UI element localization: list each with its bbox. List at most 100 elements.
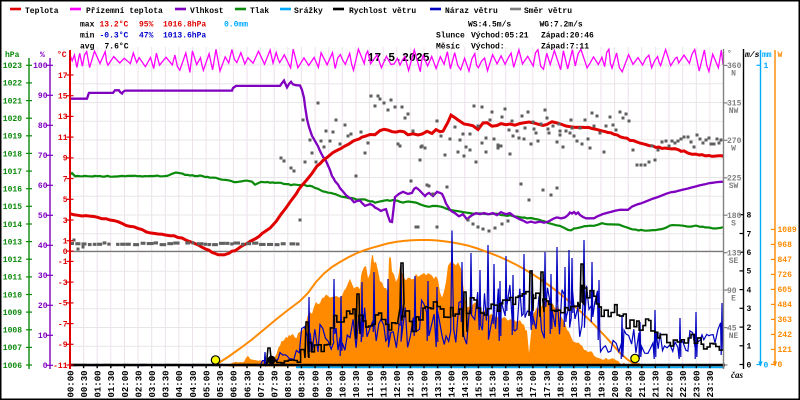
svg-text:05:00: 05:00	[202, 370, 212, 397]
svg-text:1022: 1022	[3, 80, 22, 89]
svg-text:1017: 1017	[3, 168, 22, 177]
svg-text:04:30: 04:30	[189, 370, 199, 397]
svg-text:22:30: 22:30	[679, 370, 689, 397]
svg-text:15:30: 15:30	[488, 370, 498, 397]
svg-text:1008: 1008	[3, 327, 22, 336]
svg-text:01:00: 01:00	[94, 370, 104, 397]
svg-text:1013.6hPa: 1013.6hPa	[163, 32, 206, 41]
svg-text:NW: NW	[729, 107, 739, 116]
svg-text:10:00: 10:00	[339, 370, 349, 397]
svg-text:270: 270	[727, 137, 742, 146]
svg-text:0: 0	[43, 362, 48, 371]
svg-text:18:00: 18:00	[556, 370, 566, 397]
svg-text:°: °	[727, 50, 732, 59]
svg-text:1012: 1012	[3, 256, 22, 265]
svg-text:90: 90	[727, 287, 737, 296]
svg-text:07:30: 07:30	[271, 370, 281, 397]
svg-text:1011: 1011	[3, 274, 22, 283]
svg-text:NE: NE	[729, 332, 739, 341]
svg-text:09:30: 09:30	[325, 370, 335, 397]
svg-text:17:00: 17:00	[529, 370, 539, 397]
svg-text:40: 40	[38, 242, 48, 251]
svg-text:11:00: 11:00	[366, 370, 376, 397]
svg-text:Směr větru: Směr větru	[524, 7, 572, 16]
svg-text:121: 121	[778, 346, 793, 355]
svg-text:0: 0	[747, 361, 752, 370]
svg-text:03:30: 03:30	[162, 370, 172, 397]
svg-text:1010: 1010	[3, 291, 22, 300]
svg-text:19:30: 19:30	[597, 370, 607, 397]
svg-text:90: 90	[38, 92, 48, 101]
svg-text:1013: 1013	[3, 238, 22, 247]
svg-text:5: 5	[63, 196, 68, 205]
svg-text:-5: -5	[58, 300, 68, 309]
svg-text:Vlhkost: Vlhkost	[190, 7, 224, 16]
svg-text:E: E	[731, 294, 736, 303]
svg-text:Západ:7:11: Západ:7:11	[541, 43, 589, 52]
svg-text:14:30: 14:30	[461, 370, 471, 397]
svg-text:-1: -1	[58, 258, 68, 267]
svg-text:Východ:: Východ:	[471, 43, 505, 52]
svg-text:13:00: 13:00	[420, 370, 430, 397]
svg-text:16:30: 16:30	[516, 370, 526, 397]
svg-text:95%: 95%	[139, 21, 154, 30]
svg-text:7: 7	[63, 175, 68, 184]
svg-text:10:30: 10:30	[352, 370, 362, 397]
svg-text:20:30: 20:30	[625, 370, 635, 397]
svg-text:-11: -11	[53, 362, 68, 371]
svg-text:08:30: 08:30	[298, 370, 308, 397]
svg-text:10: 10	[38, 332, 48, 341]
svg-text:WS:4.5m/s: WS:4.5m/s	[468, 21, 511, 30]
svg-text:23:00: 23:00	[693, 370, 703, 397]
svg-text:60: 60	[38, 182, 48, 191]
svg-text:968: 968	[778, 241, 793, 250]
svg-text:Západ:20:46: Západ:20:46	[541, 32, 594, 41]
svg-text:1021: 1021	[3, 97, 22, 106]
svg-text:225: 225	[727, 175, 742, 184]
svg-text:13:30: 13:30	[434, 370, 444, 397]
svg-text:1019: 1019	[3, 133, 22, 142]
svg-text:04:00: 04:00	[175, 370, 185, 397]
svg-text:80: 80	[38, 122, 48, 131]
svg-text:W: W	[731, 145, 736, 154]
svg-text:17:30: 17:30	[543, 370, 553, 397]
svg-text:Tlak: Tlak	[250, 7, 269, 16]
svg-text:Měsíc: Měsíc	[436, 43, 460, 52]
svg-text:SE: SE	[729, 257, 739, 266]
svg-text:20:00: 20:00	[611, 370, 621, 397]
svg-text:1007: 1007	[3, 344, 22, 353]
svg-text:S: S	[731, 220, 736, 229]
svg-text:01:30: 01:30	[107, 370, 117, 397]
svg-text:12:00: 12:00	[393, 370, 403, 397]
svg-text:0: 0	[63, 248, 68, 257]
svg-text:Rychlost větru: Rychlost větru	[349, 7, 416, 16]
svg-text:12:30: 12:30	[407, 370, 417, 397]
svg-text:-0.3°C: -0.3°C	[100, 32, 129, 41]
svg-text:50: 50	[38, 212, 48, 221]
svg-text:1018: 1018	[3, 150, 22, 159]
svg-text:mm: mm	[762, 51, 772, 60]
svg-text:02:00: 02:00	[121, 370, 131, 397]
svg-text:-3: -3	[58, 279, 68, 288]
svg-text:°C: °C	[57, 51, 67, 60]
svg-text:17: 17	[58, 72, 68, 81]
svg-text:hPa: hPa	[5, 51, 20, 60]
svg-text:%: %	[40, 51, 45, 60]
svg-text:03:00: 03:00	[148, 370, 158, 397]
svg-text:7: 7	[747, 230, 752, 239]
svg-text:0: 0	[778, 361, 783, 370]
svg-text:1009: 1009	[3, 309, 22, 318]
svg-text:484: 484	[778, 301, 793, 310]
svg-text:8: 8	[747, 212, 752, 221]
svg-text:847: 847	[778, 256, 793, 265]
svg-text:Slunce: Slunce	[436, 32, 465, 41]
svg-text:70: 70	[38, 152, 48, 161]
svg-text:30: 30	[38, 272, 48, 281]
svg-text:3: 3	[747, 305, 752, 314]
svg-text:7.6°C: 7.6°C	[105, 43, 129, 52]
svg-text:21:00: 21:00	[638, 370, 648, 397]
svg-text:Srážky: Srážky	[294, 7, 323, 16]
svg-text:360: 360	[727, 62, 742, 71]
svg-text:14:00: 14:00	[448, 370, 458, 397]
svg-text:15: 15	[58, 93, 68, 102]
